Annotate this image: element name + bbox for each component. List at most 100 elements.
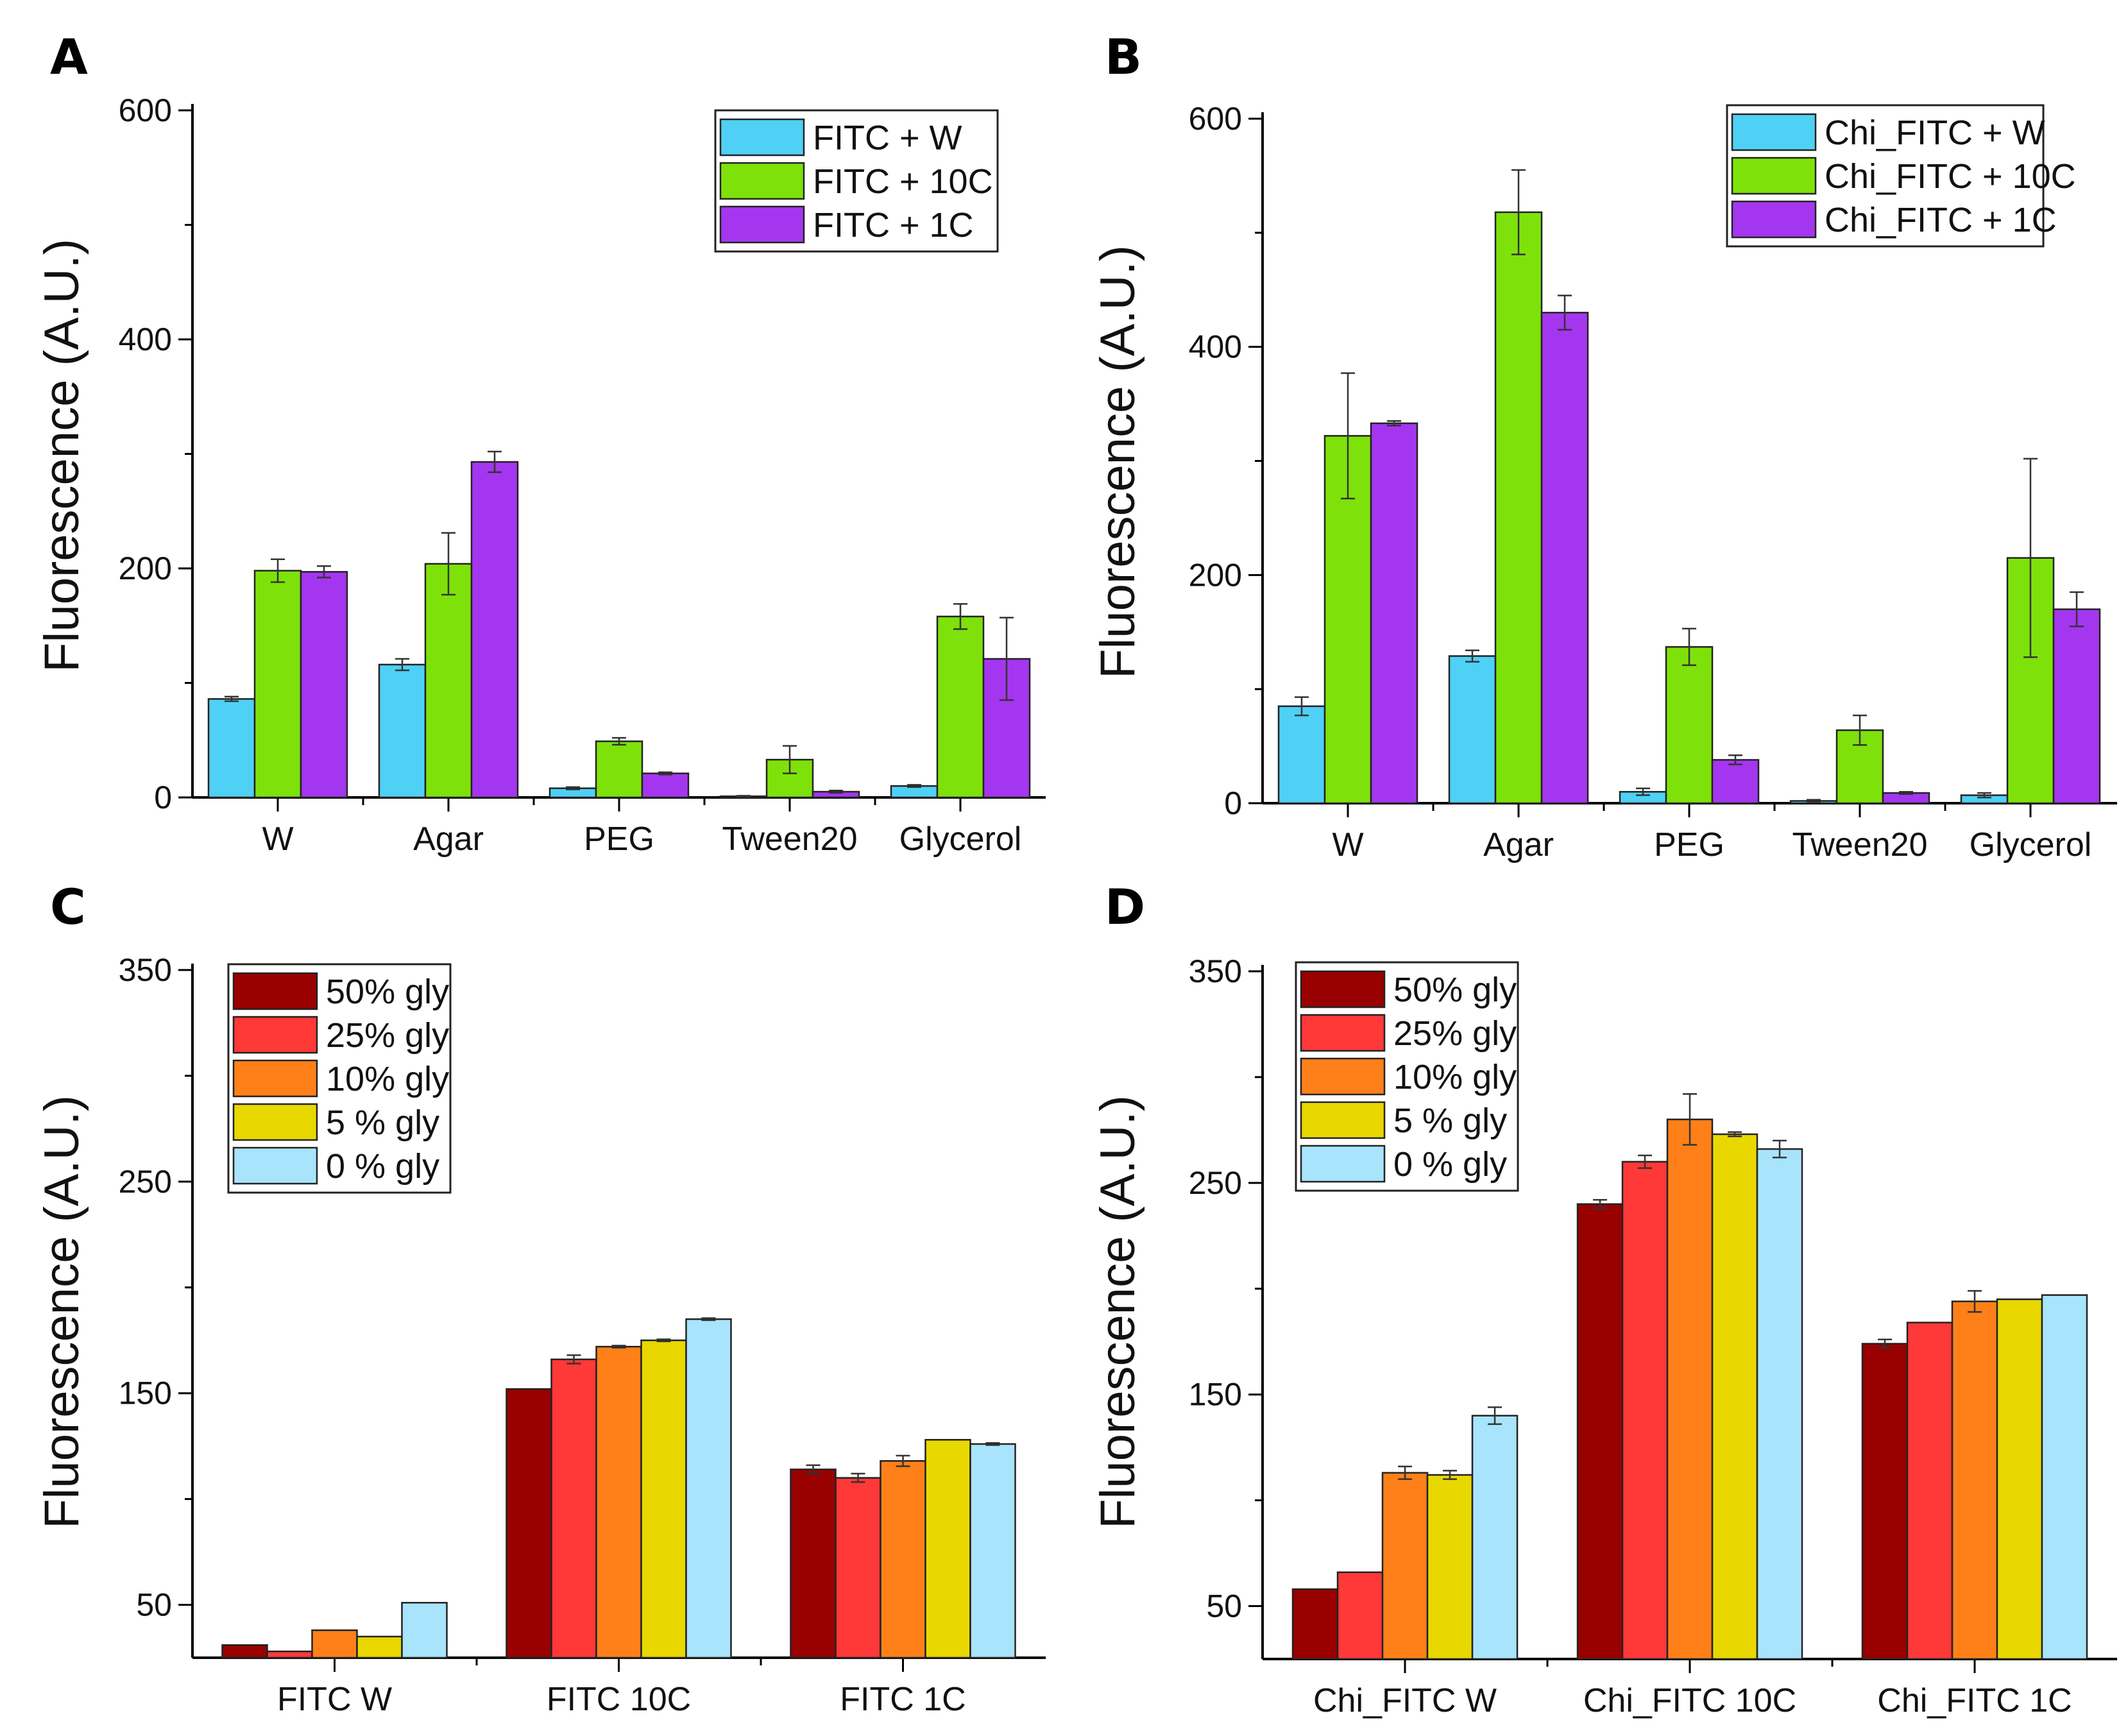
bar-chi-fitc-w-w (1277, 705, 1326, 804)
y-tick-label: 350 (1189, 953, 1242, 989)
chart-panel-a: 0 200 400 600 Fluorescence (A.U.) W Agar PEG Twe… (35, 92, 1046, 858)
bar-50-gly-fitc-10c (506, 1388, 552, 1659)
bar-0-gly-fitc-10c (685, 1318, 732, 1659)
y-tick-label: 150 (1189, 1377, 1242, 1413)
legend-label-25-gly: 25% gly (1393, 1014, 1517, 1053)
category-label-tween20: Tween20 (722, 821, 857, 858)
bar-0-gly-fitc-w (401, 1601, 448, 1659)
category-label-chi-fitc-1c: Chi_FITC 1C (1877, 1682, 2072, 1719)
legend-label-10-gly: 10% gly (1393, 1058, 1517, 1096)
y-tick-label: 0 (154, 779, 172, 815)
y-tick-label: 150 (119, 1375, 172, 1411)
bar-fitc-10c-glycerol (936, 615, 985, 799)
legend-swatch-5-gly (232, 1103, 318, 1141)
legend-label-10-gly: 10% gly (326, 1060, 449, 1098)
bar-5-gly-fitc-w (356, 1635, 403, 1659)
bar-chi-fitc-10c-agar (1494, 211, 1543, 804)
legend-swatch-chi-fitc-10c (1731, 157, 1817, 195)
category-label-glycerol: Glycerol (1970, 826, 2092, 864)
bar-0-gly-chi-fitc-10c (1756, 1148, 1803, 1660)
bar-10-gly-chi-fitc-w (1381, 1472, 1429, 1660)
bar-fitc-1c-w (300, 571, 348, 799)
bar-chi-fitc-1c-glycerol (2052, 608, 2101, 804)
legend-swatch-chi-fitc-1c (1731, 200, 1817, 239)
legend-label-50-gly: 50% gly (1393, 971, 1517, 1009)
bar-10-gly-fitc-1c (880, 1459, 926, 1659)
bar-50-gly-fitc-w (221, 1644, 268, 1659)
bar-5-gly-chi-fitc-w (1426, 1474, 1474, 1660)
legend-swatch-10-gly (232, 1059, 318, 1098)
bar-fitc-1c-agar (470, 461, 519, 799)
y-tick-label: 0 (1224, 785, 1242, 821)
y-tick-label: 350 (119, 952, 172, 988)
y-tick-label: 200 (1189, 557, 1242, 593)
bar-5-gly-chi-fitc-10c (1711, 1133, 1758, 1660)
bar-25-gly-fitc-w (266, 1650, 313, 1659)
panel-letter-b: B (1105, 28, 1142, 85)
panel-letter-c: C (50, 878, 86, 935)
y-tick-label: 50 (1206, 1588, 1242, 1624)
legend-swatch-50-gly (232, 972, 318, 1010)
legend-label-5-gly: 5 % gly (326, 1103, 439, 1142)
category-label-chi-fitc-w: Chi_FITC W (1313, 1682, 1497, 1719)
bar-chi-fitc-1c-w (1370, 422, 1418, 804)
legend-label-25-gly: 25% gly (326, 1016, 449, 1055)
bar-25-gly-chi-fitc-w (1336, 1571, 1384, 1660)
category-label-peg: PEG (1654, 826, 1724, 864)
bar-0-gly-chi-fitc-w (1471, 1415, 1519, 1660)
y-tick-label: 600 (1189, 101, 1242, 137)
category-label-agar: Agar (413, 821, 484, 858)
y-tick-label: 600 (119, 92, 172, 128)
chart-panel-c: 50 150 250 350 Fluorescence (A.U.) FITC W FITC… (35, 952, 1046, 1718)
y-tick-label: 200 (119, 550, 172, 586)
bar-50-gly-chi-fitc-1c (1861, 1343, 1909, 1660)
panel-letter-d: D (1105, 878, 1145, 935)
bar-fitc-w-w (207, 698, 256, 799)
y-axis-title: Fluorescence (A.U.) (1091, 1095, 1145, 1529)
bar-chi-fitc-w-agar (1448, 655, 1497, 804)
category-label-fitc-w: FITC W (277, 1681, 392, 1718)
legend-label-fitc-10c: FITC + 10C (813, 162, 993, 201)
legend-swatch-25-gly (1300, 1014, 1386, 1052)
y-axis-title: Fluorescence (A.U.) (35, 239, 89, 672)
bar-chi-fitc-1c-agar (1540, 312, 1589, 804)
y-tick-label: 250 (1189, 1165, 1242, 1201)
category-label-peg: PEG (584, 821, 654, 858)
legend-label-fitc-1c: FITC + 1C (813, 206, 974, 244)
bar-fitc-10c-w (253, 570, 302, 799)
category-label-glycerol: Glycerol (899, 821, 1022, 858)
legend-label-chi-fitc-1c: Chi_FITC + 1C (1825, 201, 2057, 239)
chart-panel-d: 50 150 250 350 Fluorescence (A.U.) Chi_FITC W… (1091, 953, 2117, 1719)
bar-25-gly-chi-fitc-1c (1906, 1322, 1954, 1660)
bar-chi-fitc-10c-peg (1665, 646, 1714, 804)
y-tick-label: 400 (1189, 329, 1242, 365)
y-axis-title: Fluorescence (A.U.) (35, 1095, 89, 1529)
category-label-w: W (262, 821, 293, 858)
legend-label-fitc-w: FITC + W (813, 119, 962, 157)
legend-swatch-50-gly (1300, 970, 1386, 1008)
y-tick-label: 250 (119, 1164, 172, 1200)
bar-fitc-1c-peg (641, 772, 690, 799)
y-tick-label: 50 (136, 1587, 172, 1623)
legend-swatch-0-gly (1300, 1145, 1386, 1183)
bar-10-gly-chi-fitc-10c (1666, 1118, 1714, 1660)
category-label-fitc-1c: FITC 1C (840, 1681, 966, 1718)
bar-25-gly-fitc-1c (835, 1477, 881, 1659)
bar-10-gly-fitc-w (311, 1629, 358, 1659)
legend-swatch-fitc-w (719, 118, 805, 157)
panel-letter-a: A (50, 28, 88, 85)
legend-swatch-0-gly (232, 1146, 318, 1185)
chart-panel-b: 0 200 400 600 Fluorescence (A.U.) W Agar PEG Twe… (1091, 101, 2117, 864)
legend-label-50-gly: 50% gly (326, 973, 449, 1011)
legend-swatch-10-gly (1300, 1057, 1386, 1096)
bar-0-gly-chi-fitc-1c (2041, 1294, 2088, 1660)
y-tick-label: 400 (119, 321, 172, 357)
bar-50-gly-chi-fitc-w (1291, 1588, 1339, 1660)
bar-5-gly-fitc-10c (640, 1339, 687, 1659)
bar-fitc-10c-peg (595, 740, 643, 799)
legend-label-chi-fitc-w: Chi_FITC + W (1825, 114, 2045, 152)
bar-10-gly-fitc-10c (595, 1345, 642, 1659)
bar-10-gly-chi-fitc-1c (1951, 1300, 1998, 1660)
legend-label-0-gly: 0 % gly (326, 1147, 439, 1186)
